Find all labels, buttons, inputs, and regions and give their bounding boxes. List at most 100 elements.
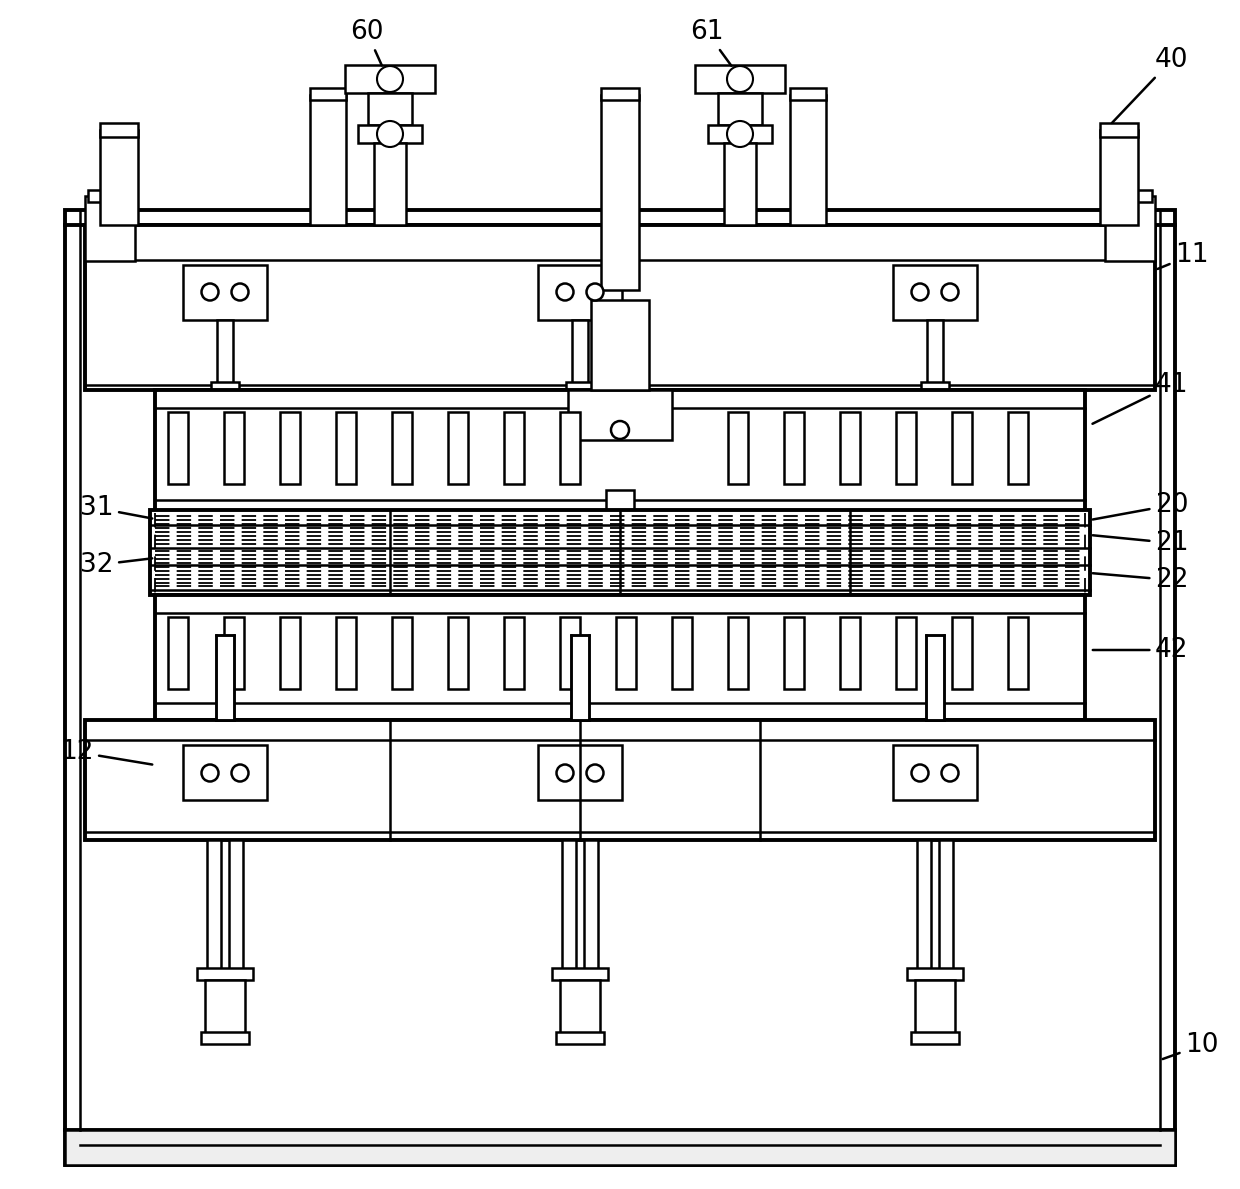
Bar: [167, 413, 188, 484]
Bar: [897, 413, 916, 484]
Bar: [310, 95, 346, 225]
Bar: [1008, 617, 1028, 688]
Circle shape: [587, 765, 604, 781]
Bar: [560, 413, 580, 484]
Bar: [100, 130, 138, 225]
Bar: [560, 617, 580, 688]
Circle shape: [727, 121, 753, 147]
Text: 22: 22: [1092, 567, 1188, 593]
Bar: [570, 635, 589, 721]
Bar: [560, 980, 600, 1034]
Bar: [217, 320, 233, 385]
Text: 32: 32: [81, 552, 153, 578]
Bar: [897, 617, 916, 688]
Bar: [926, 635, 944, 721]
Bar: [1109, 190, 1152, 202]
Circle shape: [201, 765, 218, 781]
Bar: [100, 122, 138, 137]
Bar: [86, 196, 135, 262]
Bar: [572, 320, 588, 385]
Bar: [448, 413, 467, 484]
Bar: [184, 746, 267, 800]
Bar: [207, 839, 221, 970]
Circle shape: [587, 283, 604, 301]
Bar: [939, 839, 954, 970]
Circle shape: [377, 67, 403, 92]
Bar: [952, 413, 972, 484]
Bar: [229, 839, 243, 970]
Bar: [928, 320, 942, 385]
Bar: [718, 93, 763, 125]
Bar: [184, 265, 267, 320]
Text: 12: 12: [60, 740, 153, 765]
Bar: [606, 490, 634, 516]
Bar: [565, 382, 594, 392]
Circle shape: [941, 765, 959, 781]
Bar: [503, 617, 525, 688]
Bar: [918, 839, 931, 970]
Bar: [224, 617, 244, 688]
Bar: [839, 617, 861, 688]
Bar: [708, 125, 773, 143]
Text: 10: 10: [1163, 1032, 1219, 1059]
Bar: [345, 65, 435, 93]
Text: 60: 60: [350, 19, 383, 65]
Bar: [205, 980, 246, 1034]
Text: 41: 41: [1092, 372, 1188, 423]
Text: 40: 40: [1112, 48, 1188, 122]
Text: 20: 20: [1092, 492, 1188, 520]
Bar: [893, 265, 977, 320]
Circle shape: [611, 421, 629, 439]
Bar: [503, 413, 525, 484]
Bar: [155, 594, 1085, 721]
Bar: [601, 88, 639, 100]
Bar: [784, 617, 804, 688]
Bar: [150, 510, 1090, 594]
Text: 42: 42: [1092, 637, 1188, 663]
Bar: [591, 300, 649, 390]
Bar: [915, 980, 955, 1034]
Bar: [784, 413, 804, 484]
Bar: [336, 617, 356, 688]
Bar: [538, 746, 622, 800]
Bar: [211, 382, 239, 392]
Bar: [562, 839, 577, 970]
Text: 61: 61: [689, 19, 732, 65]
Bar: [88, 190, 131, 202]
Bar: [790, 95, 826, 225]
Bar: [952, 617, 972, 688]
Bar: [601, 95, 639, 290]
Bar: [1105, 196, 1154, 262]
Circle shape: [377, 121, 403, 147]
Bar: [64, 1130, 1176, 1165]
Bar: [448, 617, 467, 688]
Bar: [280, 617, 300, 688]
Bar: [728, 413, 748, 484]
Bar: [694, 65, 785, 93]
Bar: [224, 413, 244, 484]
Bar: [368, 93, 412, 125]
Bar: [1008, 413, 1028, 484]
Bar: [358, 125, 422, 143]
Bar: [280, 413, 300, 484]
Bar: [616, 617, 636, 688]
Circle shape: [232, 765, 248, 781]
Circle shape: [911, 283, 929, 301]
Bar: [197, 968, 253, 980]
Bar: [392, 413, 412, 484]
Bar: [216, 635, 234, 721]
Circle shape: [557, 283, 573, 301]
Bar: [921, 382, 949, 392]
Bar: [64, 210, 1176, 1165]
Bar: [86, 721, 1154, 839]
Bar: [86, 225, 1154, 390]
Bar: [201, 1032, 249, 1044]
Text: 11: 11: [1158, 243, 1209, 269]
Circle shape: [727, 67, 753, 92]
Bar: [613, 510, 627, 520]
Bar: [893, 746, 977, 800]
Bar: [310, 88, 346, 100]
Bar: [672, 617, 692, 688]
Bar: [906, 968, 963, 980]
Bar: [728, 617, 748, 688]
